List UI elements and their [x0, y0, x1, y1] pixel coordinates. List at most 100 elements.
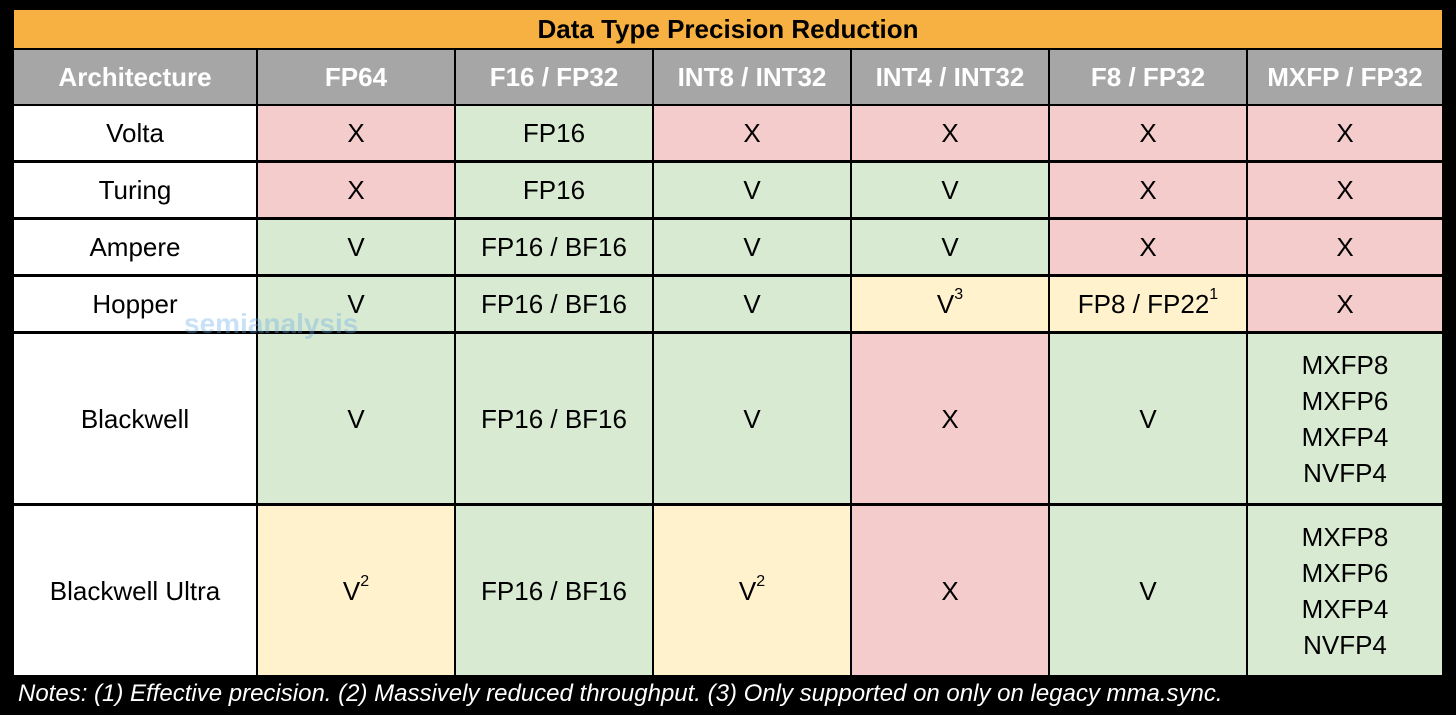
row-label: Blackwell Ultra [14, 506, 256, 675]
cell-content: V [743, 401, 760, 437]
cell: FP16 / BF16 [456, 277, 652, 331]
header-text: INT8 / INT32 [677, 62, 827, 92]
cell-text: V [743, 232, 761, 262]
cell-text: X [347, 175, 365, 205]
footnote-ref: 1 [1209, 286, 1219, 303]
cell-text: FP16 [522, 175, 586, 205]
cell: V2 [654, 506, 850, 675]
row-label: Turing [14, 163, 256, 217]
cell-text: FP16 / BF16 [481, 232, 627, 262]
row-label-text: Hopper [92, 289, 178, 319]
cell-content: FP16 [523, 172, 585, 208]
cell: V2 [258, 506, 454, 675]
cell: V [654, 220, 850, 274]
cell: X [1248, 220, 1442, 274]
cell: V [852, 163, 1048, 217]
cell-content: X [1139, 229, 1156, 265]
cell: V [258, 334, 454, 503]
cell-text: X [743, 118, 761, 148]
header-text: F8 / FP32 [1090, 62, 1206, 92]
cell-text: FP16 / BF16 [481, 575, 627, 606]
cell-text: V [1139, 575, 1157, 606]
header-text: Architecture [58, 62, 212, 92]
cell: FP16 [456, 163, 652, 217]
cell-content: FP8 / FP221 [1078, 286, 1218, 322]
cell: FP16 / BF16 [456, 220, 652, 274]
cell: X [258, 106, 454, 160]
cell-text: V [738, 575, 757, 606]
cell-content: V [743, 229, 760, 265]
header-text: MXFP / FP32 [1267, 62, 1423, 92]
row-label-text: Blackwell [80, 403, 190, 434]
cell-content: V [347, 229, 364, 265]
cell-text: V [936, 289, 955, 319]
cell-text: FP16 / BF16 [481, 403, 627, 434]
cell-text: X [1139, 232, 1157, 262]
cell-content: V [941, 229, 958, 265]
cell-text: X [347, 118, 365, 148]
cell-content: X [1139, 115, 1156, 151]
cell: MXFP8 MXFP6 MXFP4 NVFP4 [1248, 334, 1442, 503]
cell: X [258, 163, 454, 217]
title-bar: Data Type Precision Reduction [14, 10, 1442, 48]
cell: FP8 / FP221 [1050, 277, 1246, 331]
cell-content: X [743, 115, 760, 151]
header-cell: Architecture [14, 50, 256, 104]
cell: V [654, 334, 850, 503]
header-cell: MXFP / FP32 [1248, 50, 1442, 104]
cell-content: V2 [343, 573, 369, 609]
cell-content: X [1336, 115, 1353, 151]
cell: V [258, 277, 454, 331]
footnote-ref: 2 [756, 572, 766, 590]
cell-text: V [743, 403, 761, 434]
cell: X [852, 506, 1048, 675]
cell-text: V [743, 289, 761, 319]
cell-text: FP16 / BF16 [481, 289, 627, 319]
cell: X [1050, 106, 1246, 160]
cell-content: X [347, 172, 364, 208]
cell: X [1248, 163, 1442, 217]
cell: V [852, 220, 1048, 274]
cell: FP16 / BF16 [456, 506, 652, 675]
cell-content: V [1139, 401, 1156, 437]
cell-text: X [1336, 118, 1354, 148]
cell-line: NVFP4 [1303, 629, 1387, 660]
cell-text: X [941, 403, 959, 434]
cell-text: V [941, 232, 959, 262]
cell-line: MXFP6 [1301, 385, 1389, 416]
header-text: INT4 / INT32 [875, 62, 1025, 92]
cell: X [1248, 106, 1442, 160]
cell-content: FP16 / BF16 [481, 229, 627, 265]
cell-text: V [941, 175, 959, 205]
cell-content: X [1336, 286, 1353, 322]
header-text: FP64 [324, 62, 388, 92]
cell: MXFP8 MXFP6 MXFP4 NVFP4 [1248, 506, 1442, 675]
cell: X [852, 334, 1048, 503]
cell: X [654, 106, 850, 160]
cell-content: V [347, 401, 364, 437]
footnote-ref: 3 [954, 286, 964, 303]
cell-line: MXFP6 [1301, 557, 1389, 588]
cell-text: X [1139, 175, 1157, 205]
cell: FP16 [456, 106, 652, 160]
cell-text: V [347, 232, 365, 262]
cell-content: FP16 / BF16 [481, 286, 627, 322]
cell: X [1050, 163, 1246, 217]
cell-content: X [347, 115, 364, 151]
cell-content: X [941, 115, 958, 151]
cell-content: V [743, 286, 760, 322]
header-cell: INT4 / INT32 [852, 50, 1048, 104]
cell-text: X [1336, 232, 1354, 262]
cell-text: V [347, 289, 365, 319]
row-label-text: Ampere [89, 232, 181, 262]
cell: X [1050, 220, 1246, 274]
cell-content: FP16 [523, 115, 585, 151]
watermark: semianalysis [184, 308, 359, 339]
cell-text: V [1139, 403, 1157, 434]
cell-text: X [1336, 175, 1354, 205]
cell-content: V2 [739, 573, 765, 609]
row-label: Volta [14, 106, 256, 160]
cell: V [1050, 506, 1246, 675]
cell-text: V [347, 403, 365, 434]
